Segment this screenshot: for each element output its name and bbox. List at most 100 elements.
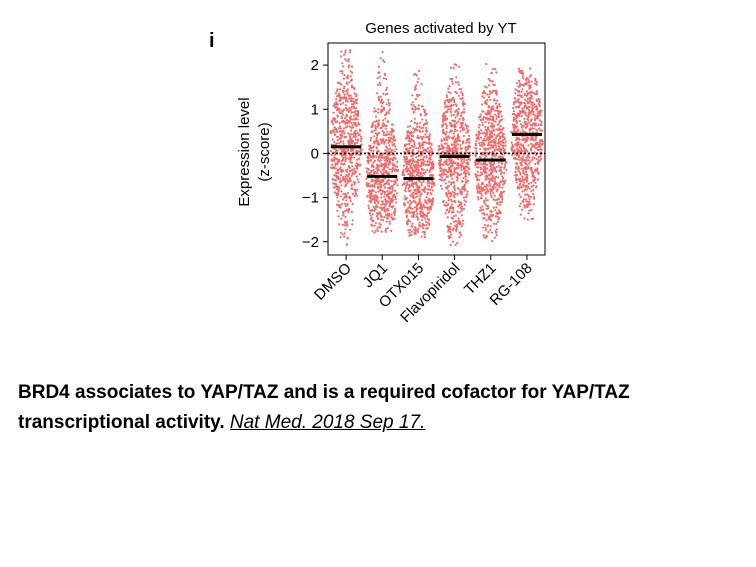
data-point bbox=[483, 185, 486, 188]
data-point bbox=[445, 204, 448, 207]
data-point bbox=[403, 195, 407, 198]
data-point bbox=[438, 159, 441, 162]
data-point bbox=[538, 119, 542, 122]
data-point bbox=[518, 90, 521, 93]
data-point bbox=[420, 83, 423, 86]
data-point bbox=[494, 215, 497, 218]
data-point bbox=[522, 125, 525, 128]
data-point bbox=[515, 178, 518, 181]
data-point bbox=[332, 122, 335, 125]
data-point bbox=[443, 115, 446, 118]
data-point bbox=[422, 126, 425, 129]
data-point bbox=[351, 139, 354, 142]
data-point bbox=[448, 131, 451, 134]
data-point bbox=[440, 176, 443, 179]
data-point bbox=[348, 180, 351, 183]
data-point bbox=[350, 106, 353, 109]
data-point bbox=[521, 175, 524, 178]
data-point bbox=[494, 209, 497, 212]
data-point bbox=[449, 165, 452, 168]
data-point bbox=[453, 140, 456, 143]
data-point bbox=[378, 143, 381, 146]
data-point bbox=[422, 135, 425, 138]
data-point bbox=[409, 194, 412, 197]
data-point bbox=[512, 116, 516, 119]
data-point bbox=[431, 164, 434, 167]
data-point bbox=[530, 80, 533, 83]
data-point bbox=[367, 207, 370, 210]
data-point bbox=[359, 149, 362, 152]
data-point bbox=[340, 115, 343, 118]
data-point bbox=[408, 199, 412, 202]
data-point bbox=[532, 91, 535, 94]
data-point bbox=[531, 124, 534, 127]
data-point bbox=[454, 201, 457, 204]
data-point bbox=[448, 99, 451, 102]
data-point bbox=[381, 172, 384, 175]
data-point bbox=[497, 155, 500, 158]
data-point bbox=[496, 211, 500, 214]
data-point bbox=[445, 152, 449, 155]
data-point bbox=[460, 147, 463, 150]
points-jq1 bbox=[365, 51, 400, 234]
data-point bbox=[424, 133, 427, 136]
data-point bbox=[365, 177, 368, 181]
data-point bbox=[489, 115, 492, 118]
data-point bbox=[405, 215, 408, 219]
data-point bbox=[458, 236, 461, 239]
data-point bbox=[531, 217, 535, 220]
data-point bbox=[419, 150, 422, 153]
data-point bbox=[422, 180, 425, 183]
data-point bbox=[393, 209, 396, 212]
data-point bbox=[417, 150, 420, 153]
data-point bbox=[485, 130, 488, 133]
data-point bbox=[491, 174, 494, 178]
data-point bbox=[474, 161, 477, 164]
data-point bbox=[409, 228, 412, 231]
data-point bbox=[465, 141, 468, 144]
data-point bbox=[537, 162, 540, 165]
data-point bbox=[439, 170, 442, 173]
data-point bbox=[347, 110, 350, 113]
data-point bbox=[463, 183, 466, 186]
data-point bbox=[352, 126, 355, 129]
data-point bbox=[356, 194, 359, 197]
data-point bbox=[379, 212, 382, 215]
data-point bbox=[465, 149, 468, 152]
data-point bbox=[465, 131, 468, 134]
data-point bbox=[381, 190, 384, 193]
data-point bbox=[520, 185, 524, 188]
data-point bbox=[416, 171, 419, 174]
data-point bbox=[407, 187, 410, 190]
data-point bbox=[482, 168, 485, 171]
data-point bbox=[446, 105, 449, 108]
data-point bbox=[415, 168, 418, 171]
data-point bbox=[491, 115, 494, 118]
data-point bbox=[349, 94, 352, 97]
data-point bbox=[492, 89, 495, 92]
data-point bbox=[511, 123, 515, 126]
data-point bbox=[414, 85, 417, 89]
citation-link[interactable]: Nat Med. 2018 Sep 17. bbox=[229, 412, 426, 433]
data-point bbox=[382, 152, 385, 155]
data-point bbox=[340, 131, 343, 134]
data-point bbox=[379, 170, 382, 173]
data-point bbox=[526, 188, 529, 191]
data-point bbox=[334, 167, 337, 170]
data-point bbox=[404, 186, 407, 189]
data-point bbox=[445, 201, 448, 204]
data-point bbox=[514, 92, 517, 95]
data-point bbox=[460, 88, 463, 91]
data-point bbox=[341, 210, 344, 214]
data-point bbox=[456, 143, 459, 146]
data-point bbox=[461, 142, 465, 145]
data-point bbox=[359, 164, 362, 167]
data-point bbox=[426, 169, 429, 172]
data-point bbox=[488, 111, 491, 114]
data-point bbox=[374, 109, 377, 113]
data-point bbox=[518, 156, 521, 159]
data-point bbox=[457, 83, 460, 86]
data-point bbox=[410, 182, 413, 185]
data-point bbox=[408, 161, 411, 164]
data-point bbox=[384, 74, 387, 77]
